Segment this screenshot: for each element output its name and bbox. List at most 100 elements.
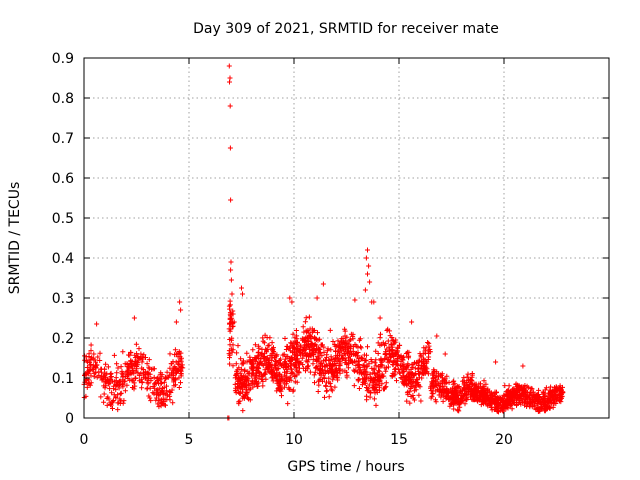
data-point xyxy=(501,402,506,408)
data-point xyxy=(227,310,233,316)
data-point xyxy=(465,371,471,377)
data-point xyxy=(454,392,460,398)
data-point xyxy=(427,349,433,355)
data-point xyxy=(177,299,183,305)
data-point xyxy=(235,377,241,383)
data-point xyxy=(113,378,119,384)
data-point xyxy=(88,380,94,386)
data-point xyxy=(517,388,522,394)
data-point xyxy=(294,356,300,362)
data-point xyxy=(281,360,287,366)
data-point xyxy=(401,354,406,360)
data-point xyxy=(108,374,114,379)
data-point xyxy=(323,388,329,394)
data-point xyxy=(303,335,309,341)
data-point xyxy=(259,373,265,379)
data-point xyxy=(529,396,535,402)
data-point xyxy=(140,356,146,362)
data-point xyxy=(558,399,564,405)
data-point xyxy=(126,352,131,358)
y-tick-label: 0.5 xyxy=(52,211,74,227)
data-point xyxy=(447,397,453,403)
data-point xyxy=(160,401,166,407)
data-point xyxy=(338,339,344,345)
data-point xyxy=(374,382,380,387)
data-point xyxy=(509,406,515,412)
data-point xyxy=(344,334,350,340)
data-point xyxy=(348,337,353,343)
data-point xyxy=(101,399,107,405)
data-point xyxy=(327,327,333,333)
data-point xyxy=(274,353,279,359)
data-point xyxy=(504,404,510,410)
data-point xyxy=(240,291,245,297)
data-point xyxy=(430,381,436,387)
data-point xyxy=(436,386,442,392)
data-point xyxy=(540,396,546,402)
data-point xyxy=(245,371,251,377)
data-point xyxy=(520,399,526,405)
data-point xyxy=(144,385,150,391)
data-point xyxy=(226,63,232,69)
data-point xyxy=(115,392,121,398)
data-point xyxy=(344,374,350,380)
data-point xyxy=(274,376,280,382)
data-point xyxy=(463,397,469,403)
data-point xyxy=(404,390,410,396)
data-point xyxy=(287,348,293,354)
data-point xyxy=(97,350,103,356)
data-point xyxy=(316,347,322,352)
y-tick-label: 0.4 xyxy=(52,251,74,267)
data-point xyxy=(254,370,260,376)
data-point xyxy=(148,376,154,382)
data-point xyxy=(114,361,120,367)
data-point xyxy=(416,382,422,388)
data-point xyxy=(457,404,463,410)
data-point xyxy=(323,357,329,363)
data-point xyxy=(175,361,181,367)
data-point xyxy=(302,319,308,325)
data-point xyxy=(332,358,338,364)
data-point xyxy=(240,395,246,401)
x-tick-label: 20 xyxy=(495,432,513,448)
data-point xyxy=(256,380,262,386)
data-point xyxy=(275,362,281,368)
data-point xyxy=(97,358,103,363)
data-point xyxy=(230,347,236,353)
data-point xyxy=(134,351,140,357)
data-point xyxy=(342,326,348,332)
data-point xyxy=(288,360,294,366)
data-point xyxy=(412,365,418,371)
data-point xyxy=(319,360,325,366)
y-tick-label: 0.8 xyxy=(52,91,74,107)
data-point xyxy=(414,376,420,382)
data-point xyxy=(227,103,233,109)
data-point xyxy=(381,373,387,379)
data-point xyxy=(340,368,346,374)
data-point xyxy=(450,381,456,387)
data-point xyxy=(144,374,150,380)
data-point xyxy=(357,367,363,373)
data-point xyxy=(233,361,239,367)
data-point xyxy=(321,349,327,355)
data-point xyxy=(389,373,395,379)
data-point xyxy=(237,398,243,404)
data-point xyxy=(553,385,559,391)
data-point xyxy=(448,400,454,406)
data-point xyxy=(94,321,100,327)
data-point xyxy=(431,369,437,375)
data-point xyxy=(322,394,327,400)
data-point xyxy=(401,374,407,380)
data-point xyxy=(250,347,256,353)
data-point xyxy=(292,374,298,379)
y-tick-label: 0.2 xyxy=(52,331,74,347)
data-point xyxy=(492,400,498,406)
data-point xyxy=(548,395,554,401)
data-point xyxy=(393,337,399,343)
data-point xyxy=(471,397,477,403)
data-point xyxy=(105,364,111,370)
data-point xyxy=(438,394,444,400)
data-point xyxy=(282,381,288,387)
data-point xyxy=(227,79,232,85)
data-point xyxy=(362,366,368,372)
